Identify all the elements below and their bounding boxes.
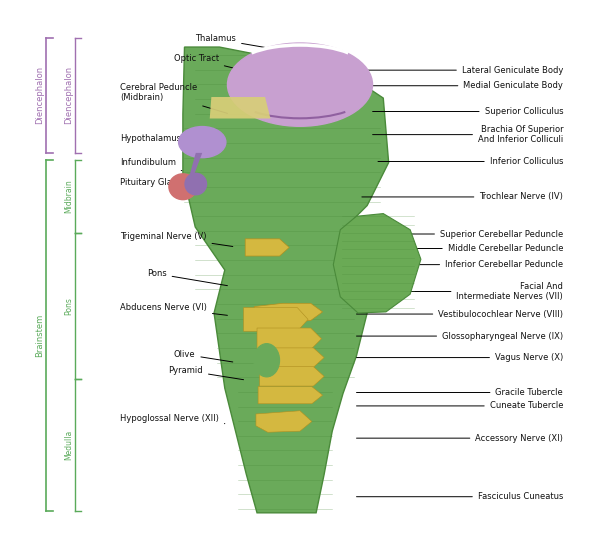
- Text: Pons: Pons: [147, 269, 227, 286]
- Polygon shape: [183, 47, 389, 513]
- Text: Middle Cerebellar Peduncle: Middle Cerebellar Peduncle: [383, 244, 563, 253]
- Text: Vestibulocochlear Nerve (VIII): Vestibulocochlear Nerve (VIII): [356, 309, 563, 319]
- Ellipse shape: [254, 343, 280, 377]
- Text: Brainstem: Brainstem: [35, 314, 44, 357]
- Text: Trochlear Nerve (IV): Trochlear Nerve (IV): [362, 192, 563, 201]
- Text: Lateral Geniculate Body: Lateral Geniculate Body: [367, 66, 563, 75]
- Polygon shape: [260, 367, 324, 386]
- Polygon shape: [258, 387, 323, 404]
- Text: Midbrain: Midbrain: [64, 179, 73, 213]
- Text: Thalamus: Thalamus: [195, 35, 276, 49]
- Text: Pyramid: Pyramid: [169, 366, 244, 380]
- Text: Hypoglossal Nerve (XII): Hypoglossal Nerve (XII): [120, 414, 225, 424]
- Text: Superior Cerebellar Peduncle: Superior Cerebellar Peduncle: [383, 230, 563, 239]
- Polygon shape: [245, 239, 289, 256]
- Ellipse shape: [169, 174, 197, 200]
- Text: Pituitary Gland: Pituitary Gland: [120, 178, 182, 191]
- Text: Infundibulum: Infundibulum: [120, 158, 182, 171]
- Text: Inferior Colliculus: Inferior Colliculus: [378, 157, 563, 166]
- Text: Glossopharyngeal Nerve (IX): Glossopharyngeal Nerve (IX): [356, 332, 563, 341]
- Text: Cuneate Tubercle: Cuneate Tubercle: [356, 401, 563, 410]
- Polygon shape: [254, 303, 323, 322]
- Text: Diencephalon: Diencephalon: [35, 66, 44, 124]
- Text: Optic Tract: Optic Tract: [174, 55, 244, 71]
- Text: Pons: Pons: [64, 297, 73, 315]
- Text: Superior Colliculus: Superior Colliculus: [373, 107, 563, 116]
- Text: Abducens Nerve (VI): Abducens Nerve (VI): [120, 303, 227, 315]
- Polygon shape: [210, 97, 271, 118]
- Text: Fasciculus Cuneatus: Fasciculus Cuneatus: [356, 492, 563, 501]
- Ellipse shape: [227, 43, 373, 126]
- Polygon shape: [260, 348, 324, 367]
- Text: Accessory Nerve (XI): Accessory Nerve (XI): [356, 434, 563, 443]
- Ellipse shape: [185, 173, 206, 195]
- Text: Medulla: Medulla: [64, 429, 73, 460]
- Polygon shape: [244, 308, 308, 331]
- Text: Brachia Of Superior
And Inferior Colliculi: Brachia Of Superior And Inferior Collicu…: [373, 125, 563, 144]
- Text: Vagus Nerve (X): Vagus Nerve (X): [356, 353, 563, 362]
- Polygon shape: [334, 214, 421, 313]
- Text: Trigeminal Nerve (V): Trigeminal Nerve (V): [120, 232, 233, 246]
- Text: Facial And
Intermediate Nerves (VII): Facial And Intermediate Nerves (VII): [356, 282, 563, 301]
- Text: Cerebral Peduncle
(Midbrain): Cerebral Peduncle (Midbrain): [120, 83, 227, 113]
- Text: Inferior Cerebellar Peduncle: Inferior Cerebellar Peduncle: [383, 260, 563, 269]
- Text: Medial Geniculate Body: Medial Geniculate Body: [367, 81, 563, 90]
- Text: Gracile Tubercle: Gracile Tubercle: [356, 388, 563, 397]
- Polygon shape: [256, 411, 312, 432]
- Polygon shape: [190, 153, 202, 176]
- Text: Olive: Olive: [174, 350, 233, 362]
- Ellipse shape: [179, 126, 226, 158]
- Text: Hypothalamus: Hypothalamus: [120, 134, 187, 146]
- Text: Diencephalon: Diencephalon: [64, 66, 73, 124]
- Polygon shape: [257, 328, 322, 349]
